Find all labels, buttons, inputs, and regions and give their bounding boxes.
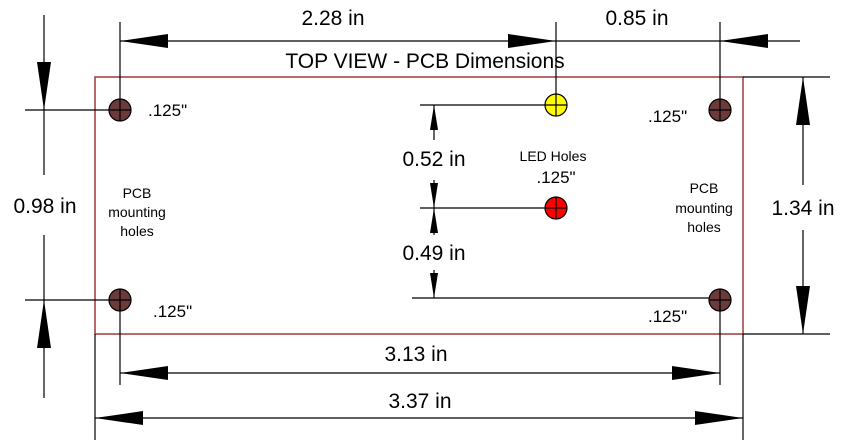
led-holes-label: LED Holes xyxy=(520,148,587,164)
diagram-title: TOP VIEW - PCB Dimensions xyxy=(285,50,564,73)
arrow-led-bottom xyxy=(430,273,438,298)
arrow-up xyxy=(37,300,51,348)
mounting-note-left: PCB mounting holes xyxy=(108,185,166,239)
mounting-note-right-line: PCB xyxy=(690,180,719,196)
hole-label-bottom-left: .125" xyxy=(153,302,192,321)
led-hole-top xyxy=(544,93,568,117)
mounting-note-right: PCB mounting holes xyxy=(675,180,733,235)
arrow-led-mid-down xyxy=(430,208,438,233)
dim-led-lower-label: 0.49 in xyxy=(402,242,465,265)
arrow-down-right xyxy=(796,286,810,334)
arrow-left xyxy=(120,34,168,48)
mounting-note-left-line: holes xyxy=(120,223,153,239)
dim-left-height-label: 0.98 in xyxy=(13,195,76,218)
arrow-outer-right xyxy=(695,411,743,425)
mounting-note-left-line: PCB xyxy=(123,185,152,201)
dim-top-right-label: 0.85 in xyxy=(605,7,668,30)
dim-led-upper-label: 0.52 in xyxy=(402,148,465,171)
arrow-led-top xyxy=(430,105,438,130)
hole-label-top-left: .125" xyxy=(148,101,187,120)
arrow-down xyxy=(37,62,51,110)
board-outline xyxy=(94,76,744,335)
mounting-hole-top-right xyxy=(708,98,732,122)
led-hole-bottom xyxy=(544,196,568,220)
hole-label-top-right: .125" xyxy=(648,107,687,126)
arrow-inner-left xyxy=(120,366,168,380)
arrow-inner-right xyxy=(672,366,720,380)
mounting-note-right-line: holes xyxy=(687,219,720,235)
arrow-led-mid-up xyxy=(430,183,438,208)
dim-inner-width-label: 3.13 in xyxy=(384,343,447,366)
mounting-note-right-line: mounting xyxy=(675,200,733,216)
arrow-right xyxy=(508,34,556,48)
hole-label-bottom-right: .125" xyxy=(648,307,687,326)
arrow-up-right xyxy=(796,77,810,125)
dim-right-height-label: 1.34 in xyxy=(771,197,834,220)
arrow-outer-left xyxy=(95,411,143,425)
dim-top-left-label: 2.28 in xyxy=(301,7,364,30)
arrow-right-end xyxy=(720,34,768,48)
dim-outer-width-label: 3.37 in xyxy=(388,390,451,413)
led-size-label: .125" xyxy=(536,168,575,187)
mounting-note-left-line: mounting xyxy=(108,204,166,220)
mounting-hole-top-left xyxy=(108,98,132,122)
